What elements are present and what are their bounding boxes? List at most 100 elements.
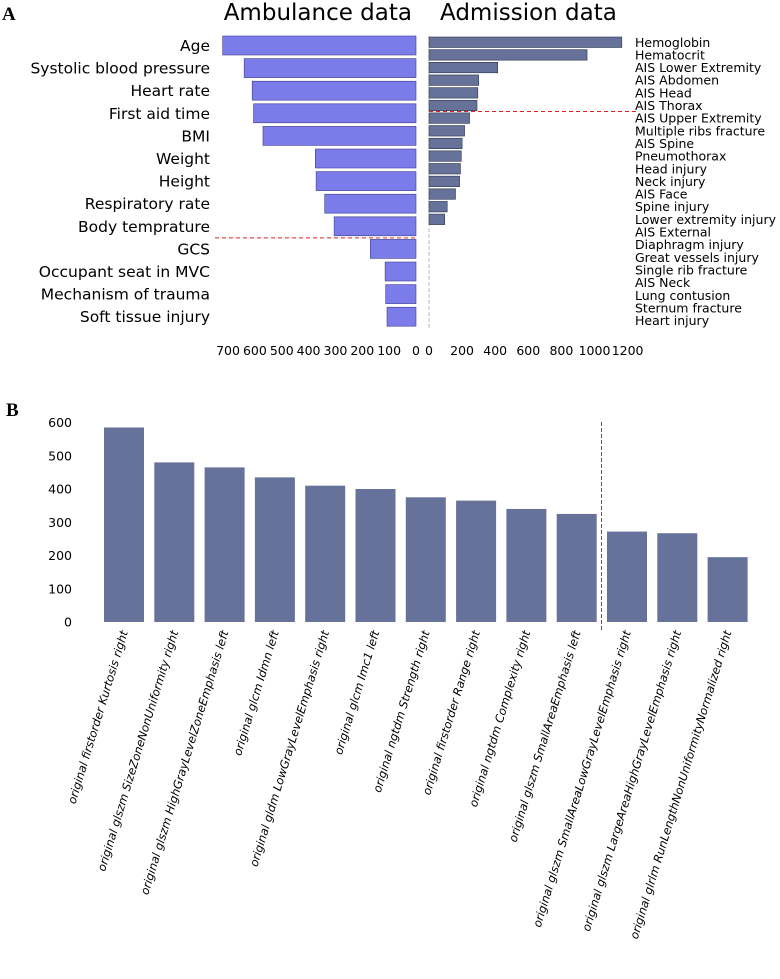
admission-category-label: Hematocrit bbox=[635, 47, 705, 62]
radiomics-bar bbox=[405, 497, 446, 622]
ambulance-category-label: GCS bbox=[177, 240, 210, 258]
ambulance-bar bbox=[262, 126, 417, 146]
ambulance-bar bbox=[315, 148, 417, 169]
ambulance-category-label: Age bbox=[180, 37, 210, 55]
admission-category-label: AIS Lower Extremity bbox=[635, 60, 762, 75]
admission-category-label: AIS Neck bbox=[635, 275, 691, 290]
radiomics-category-label: original glcm Imc1 left bbox=[331, 628, 382, 756]
admission-category-label: Multiple ribs fracture bbox=[635, 123, 765, 138]
admission-category-label: Lower extremity injury bbox=[635, 212, 777, 227]
ambulance-x-tick: 600 bbox=[243, 343, 267, 358]
radiomics-y-tick: 500 bbox=[48, 448, 72, 463]
radiomics-y-tick: 300 bbox=[48, 515, 72, 530]
ambulance-category-label: Soft tissue injury bbox=[80, 308, 210, 326]
admission-bar bbox=[428, 99, 478, 112]
admission-category-label: Head injury bbox=[635, 161, 708, 176]
admission-x-tick: 400 bbox=[483, 343, 507, 358]
ambulance-bar bbox=[222, 35, 417, 56]
admission-category-label: Lung contusion bbox=[635, 288, 730, 303]
radiomics-bar bbox=[305, 485, 346, 622]
admission-category-label: Single rib fracture bbox=[635, 262, 748, 277]
admission-category-label: AIS Face bbox=[635, 187, 688, 202]
radiomics-bar bbox=[657, 533, 698, 622]
admission-bar bbox=[428, 125, 465, 137]
admission-x-tick: 200 bbox=[450, 343, 474, 358]
admission-category-label: Spine injury bbox=[635, 199, 710, 214]
admission-x-tick: 800 bbox=[549, 343, 573, 358]
admission-bar bbox=[428, 112, 470, 124]
ambulance-category-label: BMI bbox=[181, 127, 210, 145]
radiomics-bar bbox=[456, 500, 497, 622]
radiomics-bar bbox=[154, 462, 195, 622]
radiomics-bar bbox=[707, 557, 748, 622]
admission-category-label: AIS Thorax bbox=[635, 98, 703, 113]
ambulance-category-label: Weight bbox=[156, 150, 210, 168]
admission-bar bbox=[428, 49, 588, 61]
admission-x-tick: 600 bbox=[516, 343, 540, 358]
ambulance-bar bbox=[243, 58, 417, 78]
admission-bar bbox=[428, 163, 461, 175]
ambulance-category-label: Mechanism of trauma bbox=[41, 286, 210, 304]
radiomics-category-label: original glrlm RunLengthNonUniformityNor… bbox=[627, 628, 735, 940]
admission-category-label: Pneumothorax bbox=[635, 149, 726, 164]
ambulance-x-tick: 700 bbox=[216, 343, 240, 358]
admission-category-label: AIS Upper Extremity bbox=[635, 111, 762, 126]
admission-bar bbox=[428, 201, 448, 213]
radiomics-category-label: original glszm LargeAreaHighGrayLevelEmp… bbox=[579, 628, 684, 933]
panel-b-label: B bbox=[6, 400, 19, 421]
ambulance-chart: Ambulance data Age Systolic blood pressure… bbox=[30, 0, 420, 358]
ambulance-x-tick: 500 bbox=[270, 343, 294, 358]
admission-title: Admission data bbox=[440, 0, 617, 26]
admission-bar bbox=[428, 87, 479, 99]
ambulance-x-tick: 100 bbox=[377, 343, 401, 358]
ambulance-bar bbox=[315, 171, 417, 191]
admission-category-label: Heart injury bbox=[635, 313, 710, 328]
ambulance-category-label: Heart rate bbox=[130, 82, 210, 100]
admission-category-label: Neck injury bbox=[635, 174, 706, 189]
admission-bar bbox=[428, 150, 462, 162]
ambulance-bar bbox=[333, 216, 417, 237]
radiomics-category-label: original glszm SmallAreaLowGrayLevelEmph… bbox=[530, 628, 634, 929]
radiomics-category-label: original ngtdm Strength right bbox=[370, 628, 433, 794]
radiomics-category-label: original glcm Idmn left bbox=[230, 628, 282, 757]
admission-bar bbox=[428, 188, 456, 200]
admission-x-tick: 1200 bbox=[612, 343, 644, 358]
admission-bar bbox=[428, 137, 463, 149]
ambulance-bar bbox=[384, 261, 417, 282]
admission-x-tick: 0 bbox=[425, 343, 433, 358]
radiomics-y-tick: 0 bbox=[64, 615, 72, 630]
ambulance-bar bbox=[385, 284, 417, 304]
radiomics-bar bbox=[607, 531, 647, 622]
radiomics-category-label: original glszm HighGrayLevelZoneEmphasis… bbox=[138, 628, 232, 896]
ambulance-bar bbox=[324, 193, 417, 214]
ambulance-category-label: First aid time bbox=[109, 105, 210, 123]
ambulance-category-label: Height bbox=[159, 173, 210, 191]
radiomics-y-tick: 400 bbox=[48, 482, 72, 497]
ambulance-bar bbox=[251, 80, 417, 101]
admission-category-label: AIS Spine bbox=[635, 136, 694, 151]
ambulance-bar bbox=[253, 103, 417, 124]
admission-bar bbox=[428, 74, 479, 86]
admission-category-label: Hemoglobin bbox=[635, 35, 710, 50]
ambulance-category-label: Respiratory rate bbox=[85, 195, 210, 213]
ambulance-bar bbox=[370, 239, 417, 259]
admission-bar bbox=[428, 213, 446, 225]
ambulance-category-label: Body temprature bbox=[78, 218, 210, 236]
admission-x-tick: 1000 bbox=[579, 343, 611, 358]
ambulance-x-tick: 300 bbox=[324, 343, 348, 358]
radiomics-bar bbox=[506, 508, 547, 622]
radiomics-y-tick: 200 bbox=[48, 548, 72, 563]
radiomics-category-label: original firstorder Range right bbox=[420, 628, 484, 796]
radiomics-y-tick: 600 bbox=[48, 415, 72, 430]
admission-category-label: Great vessels injury bbox=[635, 250, 759, 265]
admission-category-label: AIS Abdomen bbox=[635, 73, 719, 88]
ambulance-x-tick: 400 bbox=[297, 343, 321, 358]
ambulance-title: Ambulance data bbox=[224, 0, 412, 26]
panel-a-label: A bbox=[2, 4, 16, 25]
admission-category-label: AIS External bbox=[635, 225, 711, 240]
ambulance-category-label: Systolic blood pressure bbox=[30, 60, 210, 78]
radiomics-bar bbox=[254, 477, 295, 622]
